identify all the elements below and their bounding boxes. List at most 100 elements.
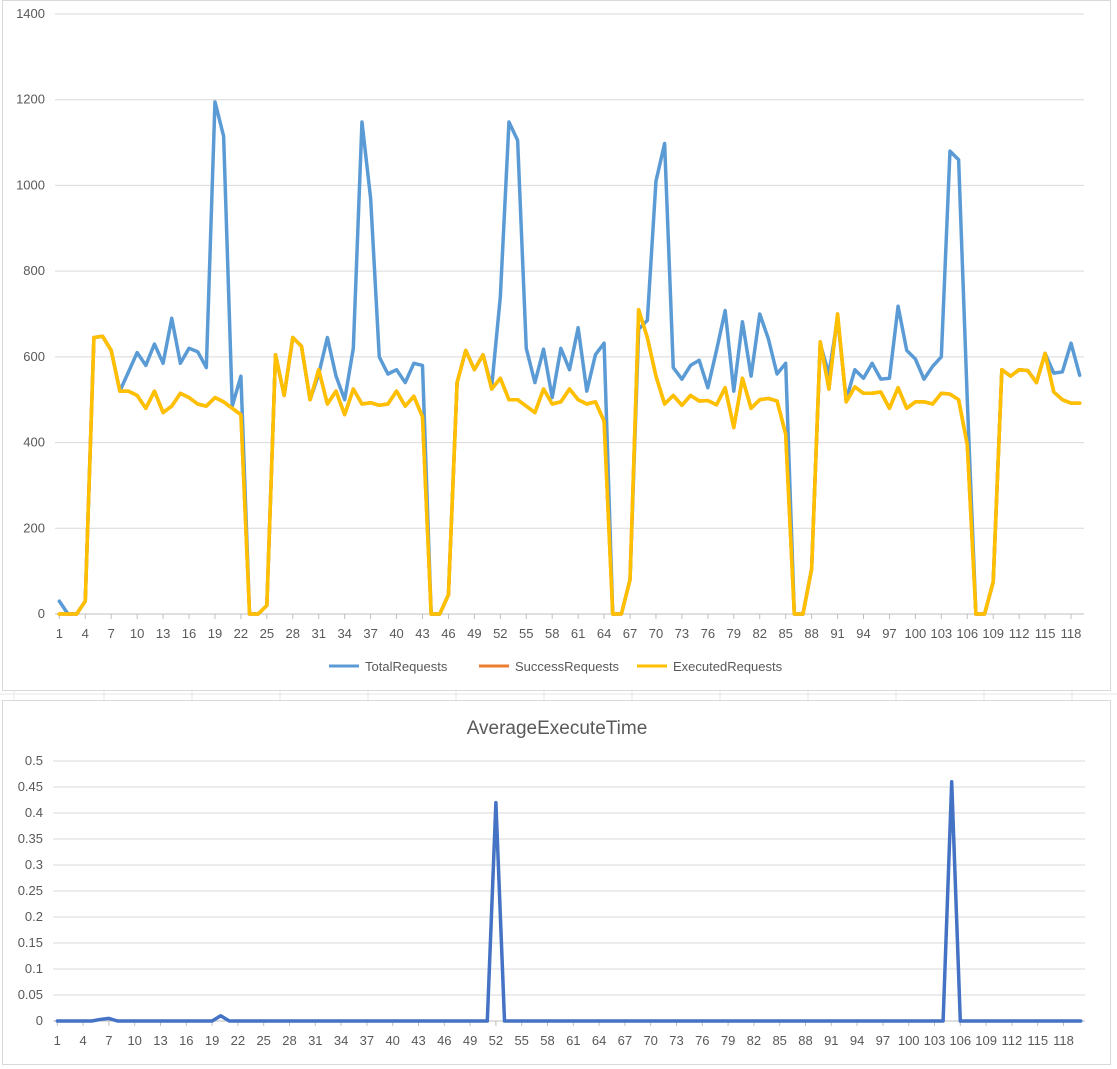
x-tick-label: 49	[467, 626, 481, 641]
y-tick-label: 0.1	[25, 961, 43, 976]
x-tick-label: 118	[1053, 1033, 1074, 1048]
x-tick-label: 16	[179, 1033, 193, 1048]
x-tick-label: 73	[669, 1033, 683, 1048]
x-tick-label: 61	[571, 626, 585, 641]
x-tick-label: 109	[975, 1033, 997, 1048]
x-tick-label: 31	[308, 1033, 322, 1048]
y-tick-label: 600	[23, 349, 45, 364]
legend-label-success-requests: SuccessRequests	[515, 659, 620, 674]
series-line-total-requests[interactable]	[57, 100, 1082, 616]
y-tick-label: 400	[23, 435, 45, 450]
x-tick-label: 82	[753, 626, 767, 641]
series-line-success-requests[interactable]	[57, 307, 1082, 616]
legend-item-success-requests[interactable]: SuccessRequests	[479, 659, 620, 674]
x-tick-label: 88	[804, 626, 818, 641]
y-tick-label: 0	[36, 1013, 43, 1028]
x-tick-label: 82	[747, 1033, 761, 1048]
avg-time-chart-title: AverageExecuteTime	[467, 718, 648, 739]
x-tick-label: 22	[231, 1033, 245, 1048]
x-tick-label: 40	[385, 1033, 399, 1048]
x-tick-label: 106	[949, 1033, 971, 1048]
legend-label-total-requests: TotalRequests	[365, 659, 448, 674]
x-tick-label: 100	[905, 626, 927, 641]
x-tick-label: 19	[205, 1033, 219, 1048]
x-tick-label: 52	[493, 626, 507, 641]
x-tick-label: 97	[882, 626, 896, 641]
requests-chart-panel[interactable]: 0 200 400 600 800 1000 1200 1400 1 4 7 10 13 16 19 22 2…	[2, 0, 1111, 691]
x-tick-label: 4	[82, 626, 89, 641]
x-tick-label: 34	[337, 626, 351, 641]
x-tick-label: 37	[360, 1033, 374, 1048]
avg-time-line-chart: AverageExecuteTime 0 0.05 0.1 0.15 0.2 0.25 0.…	[18, 718, 1085, 1048]
y-tick-label: 1400	[16, 6, 45, 21]
x-tick-label: 43	[415, 626, 429, 641]
requests-x-axis: 1 4 7 10 13 16 19 22 25 28 31 34 37 40 43 46 49 52 55 58 61 6…	[56, 614, 1081, 641]
x-tick-label: 103	[924, 1033, 946, 1048]
x-tick-label: 40	[389, 626, 403, 641]
y-tick-label: 800	[23, 263, 45, 278]
x-tick-label: 31	[312, 626, 326, 641]
x-tick-label: 7	[108, 626, 115, 641]
y-tick-label: 0.5	[25, 753, 43, 768]
x-tick-label: 58	[540, 1033, 554, 1048]
avg-time-chart-panel[interactable]: AverageExecuteTime 0 0.05 0.1 0.15 0.2 0.25 0.…	[2, 700, 1111, 1065]
x-tick-label: 13	[156, 626, 170, 641]
x-tick-label: 85	[772, 1033, 786, 1048]
avg-time-series-lines	[55, 780, 1083, 1023]
x-tick-label: 25	[256, 1033, 270, 1048]
x-tick-label: 34	[334, 1033, 348, 1048]
x-tick-label: 1	[54, 1033, 61, 1048]
y-tick-label: 0.05	[18, 987, 43, 1002]
series-line-average-execute-time[interactable]	[55, 780, 1083, 1023]
x-tick-label: 10	[130, 626, 144, 641]
x-tick-label: 97	[876, 1033, 890, 1048]
x-tick-label: 76	[695, 1033, 709, 1048]
x-tick-label: 115	[1035, 626, 1056, 641]
y-tick-label: 0.4	[25, 805, 43, 820]
requests-line-chart: 0 200 400 600 800 1000 1200 1400 1 4 7 10 13 16 19 22 2…	[16, 6, 1084, 674]
x-tick-label: 22	[234, 626, 248, 641]
legend-item-executed-requests[interactable]: ExecutedRequests	[637, 659, 783, 674]
requests-legend: TotalRequests SuccessRequests ExecutedRe…	[329, 659, 783, 674]
legend-label-executed-requests: ExecutedRequests	[673, 659, 783, 674]
y-tick-label: 0.3	[25, 857, 43, 872]
x-tick-label: 112	[1002, 1033, 1023, 1048]
x-tick-label: 88	[798, 1033, 812, 1048]
x-tick-label: 79	[727, 626, 741, 641]
x-tick-label: 94	[850, 1033, 864, 1048]
x-tick-label: 28	[286, 626, 300, 641]
x-tick-label: 79	[721, 1033, 735, 1048]
x-tick-label: 70	[643, 1033, 657, 1048]
y-tick-label: 0.2	[25, 909, 43, 924]
x-tick-label: 73	[675, 626, 689, 641]
x-tick-label: 46	[441, 626, 455, 641]
avg-time-y-axis: 0 0.05 0.1 0.15 0.2 0.25 0.3 0.35 0.4 0.45 0.5	[18, 753, 43, 1028]
x-tick-label: 91	[824, 1033, 838, 1048]
x-tick-label: 28	[282, 1033, 296, 1048]
x-tick-label: 64	[597, 626, 611, 641]
x-tick-label: 64	[592, 1033, 606, 1048]
x-tick-label: 67	[618, 1033, 632, 1048]
series-line-executed-requests[interactable]	[57, 307, 1082, 616]
x-tick-label: 19	[208, 626, 222, 641]
x-tick-label: 76	[701, 626, 715, 641]
x-tick-label: 46	[437, 1033, 451, 1048]
requests-series-lines	[57, 100, 1082, 616]
x-tick-label: 58	[545, 626, 559, 641]
y-tick-label: 0.15	[18, 935, 43, 950]
y-tick-label: 1200	[16, 92, 45, 107]
x-tick-label: 103	[930, 626, 952, 641]
x-tick-label: 85	[778, 626, 792, 641]
x-tick-label: 115	[1027, 1033, 1048, 1048]
x-tick-label: 43	[411, 1033, 425, 1048]
x-tick-label: 1	[56, 626, 63, 641]
x-tick-label: 106	[956, 626, 978, 641]
x-tick-label: 49	[463, 1033, 477, 1048]
x-tick-label: 25	[260, 626, 274, 641]
x-tick-label: 70	[649, 626, 663, 641]
x-tick-label: 37	[363, 626, 377, 641]
legend-item-total-requests[interactable]: TotalRequests	[329, 659, 448, 674]
x-tick-label: 61	[566, 1033, 580, 1048]
y-tick-label: 200	[23, 520, 45, 535]
x-tick-label: 91	[830, 626, 844, 641]
